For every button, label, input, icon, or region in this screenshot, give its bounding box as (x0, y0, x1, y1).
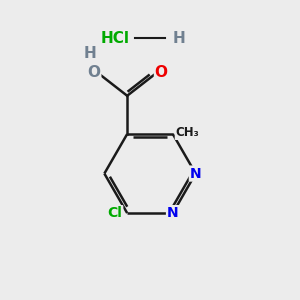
Text: H: H (173, 31, 186, 46)
Text: O: O (154, 65, 167, 80)
Text: N: N (167, 206, 178, 220)
Text: HCl: HCl (100, 31, 129, 46)
Text: CH₃: CH₃ (176, 126, 200, 139)
Text: H: H (84, 46, 97, 61)
Text: O: O (88, 65, 101, 80)
Text: N: N (190, 167, 202, 181)
Text: Cl: Cl (107, 206, 122, 220)
